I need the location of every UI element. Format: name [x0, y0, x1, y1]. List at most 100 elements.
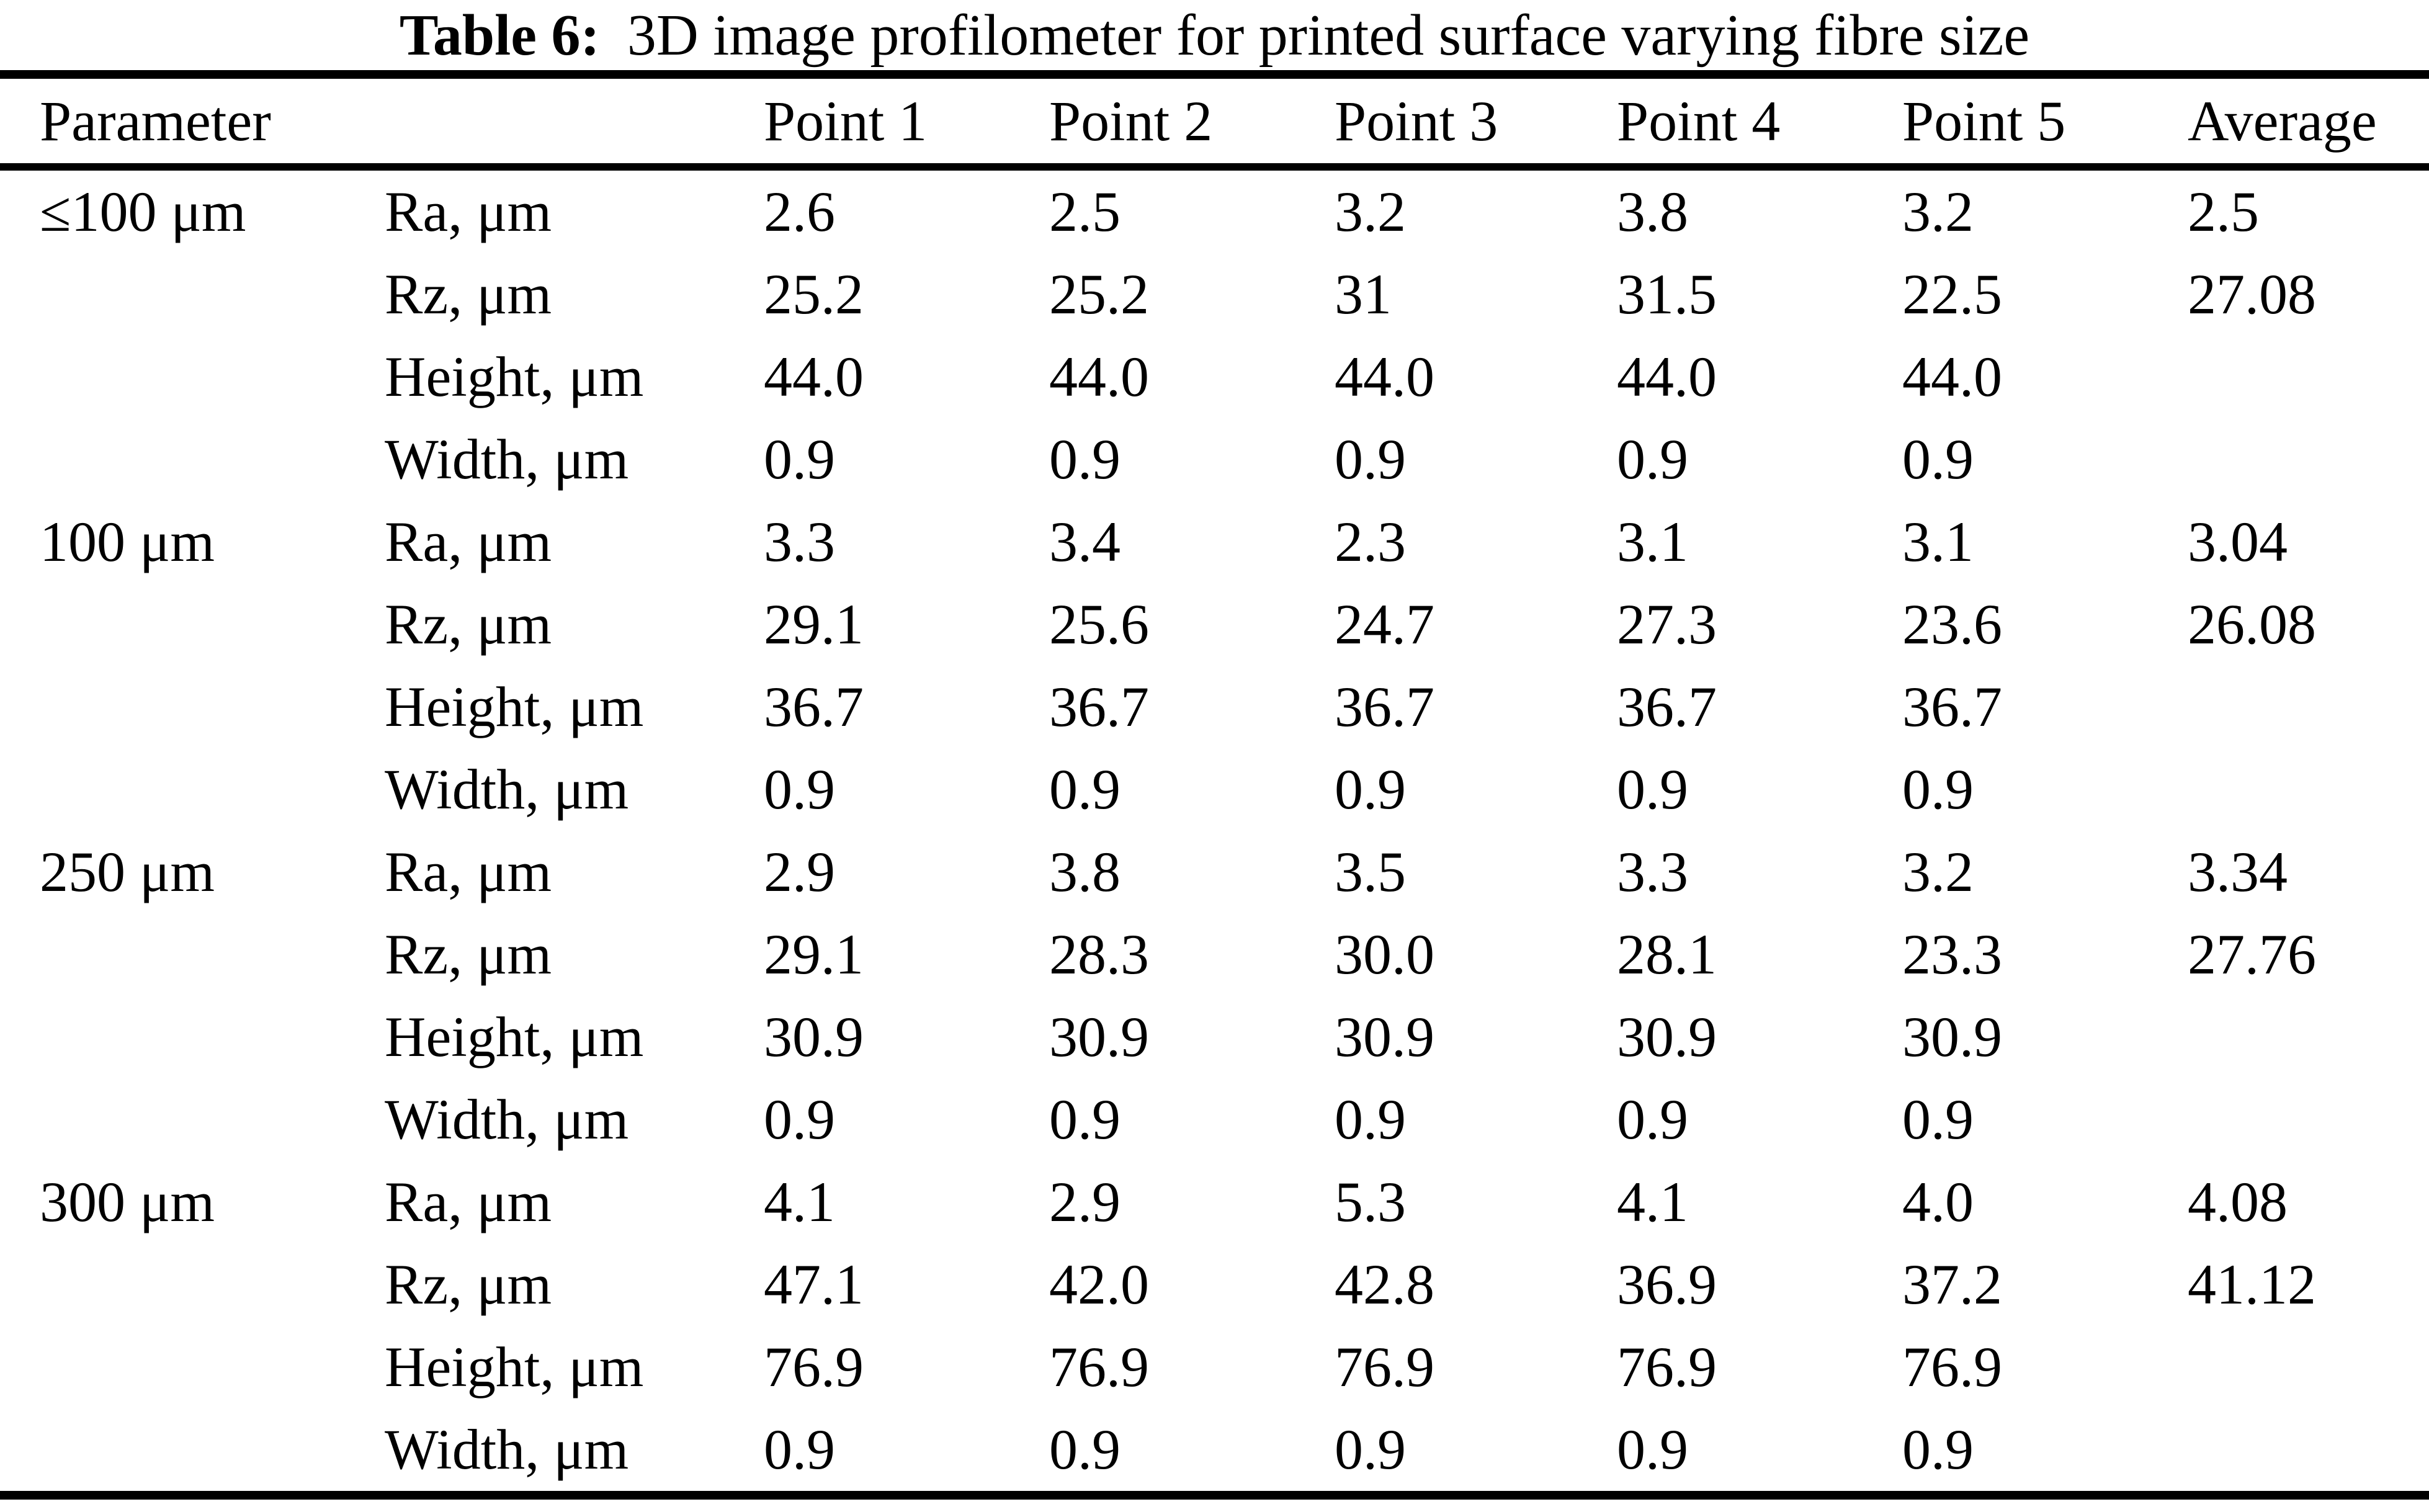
group-size-cell — [0, 1243, 385, 1326]
point-5-value-cell: 37.2 — [1902, 1253, 2002, 1316]
table-row: Height, μm 36.7 36.7 36.7 36.7 36.7 — [0, 666, 2429, 748]
table-row: Width, μm 0.9 0.9 0.9 0.9 0.9 — [0, 1408, 2429, 1495]
average-value-cell: 4.08 — [2188, 1170, 2288, 1233]
point-1-value-cell: 25.2 — [764, 262, 864, 326]
group-size-cell — [0, 748, 385, 831]
point-2-value-cell: 30.9 — [1049, 1005, 1149, 1068]
parameter-cell: Ra, μm — [385, 840, 552, 903]
point-3-value-cell: 24.7 — [1335, 593, 1434, 656]
group-size-cell — [0, 1326, 385, 1408]
average-value-cell — [2188, 1078, 2429, 1161]
group-size-cell — [0, 913, 385, 996]
point-4-value-cell: 0.9 — [1617, 1088, 1688, 1151]
point-1-value-cell: 76.9 — [764, 1335, 864, 1398]
point-3-value-cell: 30.9 — [1335, 1005, 1434, 1068]
point-1-value-cell: 30.9 — [764, 1005, 864, 1068]
table-row: Height, μm 30.9 30.9 30.9 30.9 30.9 — [0, 996, 2429, 1078]
point-2-value-cell: 0.9 — [1049, 758, 1121, 821]
group-size-cell: 250 μm — [40, 840, 215, 903]
header-point-3: Point 3 — [1335, 74, 1617, 171]
point-3-value-cell: 5.3 — [1335, 1170, 1406, 1233]
point-3-value-cell: 30.0 — [1335, 923, 1434, 986]
point-3-value-cell: 3.5 — [1335, 840, 1406, 903]
parameter-cell: Height, μm — [385, 345, 644, 408]
parameter-cell: Ra, μm — [385, 1170, 552, 1233]
point-5-value-cell: 23.6 — [1902, 593, 2002, 656]
point-5-value-cell: 30.9 — [1902, 1005, 2002, 1068]
point-3-value-cell: 31 — [1335, 262, 1392, 326]
point-3-value-cell: 2.3 — [1335, 510, 1406, 573]
table-caption-label: Table 6: — [399, 2, 600, 68]
average-value-cell: 27.08 — [2188, 262, 2316, 326]
average-value-cell — [2188, 1408, 2429, 1495]
group-size-cell — [0, 666, 385, 748]
point-3-value-cell: 76.9 — [1335, 1335, 1434, 1398]
point-5-value-cell: 3.2 — [1902, 840, 1974, 903]
parameter-cell: Rz, μm — [385, 923, 552, 986]
parameter-cell: Width, μm — [385, 427, 629, 491]
point-5-value-cell: 3.2 — [1902, 180, 1974, 243]
table-caption: Table 6: 3D image profilometer for print… — [0, 0, 2429, 70]
group-size-cell — [0, 418, 385, 501]
point-4-value-cell: 0.9 — [1617, 1418, 1688, 1481]
average-value-cell: 41.12 — [2188, 1253, 2316, 1316]
point-5-value-cell: 0.9 — [1902, 758, 1974, 821]
point-4-value-cell: 4.1 — [1617, 1170, 1688, 1233]
point-5-value-cell: 4.0 — [1902, 1170, 1974, 1233]
point-5-value-cell: 0.9 — [1902, 427, 1974, 491]
point-4-value-cell: 3.8 — [1617, 180, 1688, 243]
point-1-value-cell: 4.1 — [764, 1170, 835, 1233]
point-4-value-cell: 31.5 — [1617, 262, 1717, 326]
header-point-5: Point 5 — [1902, 74, 2188, 171]
group-size-cell — [0, 1408, 385, 1495]
group-size-cell — [0, 583, 385, 666]
table-row: Width, μm 0.9 0.9 0.9 0.9 0.9 — [0, 748, 2429, 831]
point-3-value-cell: 0.9 — [1335, 758, 1406, 821]
point-1-value-cell: 2.6 — [764, 180, 835, 243]
table-row: 100 μm Ra, μm 3.3 3.4 2.3 3.1 3.1 3.04 — [0, 501, 2429, 583]
average-value-cell: 27.76 — [2188, 923, 2316, 986]
point-5-value-cell: 23.3 — [1902, 923, 2002, 986]
point-1-value-cell: 2.9 — [764, 840, 835, 903]
table-row: Rz, μm 47.1 42.0 42.8 36.9 37.2 41.12 — [0, 1243, 2429, 1326]
average-value-cell — [2188, 666, 2429, 748]
point-2-value-cell: 42.0 — [1049, 1253, 1149, 1316]
table-row: ≤100 μm Ra, μm 2.6 2.5 3.2 3.8 3.2 2.5 — [0, 167, 2429, 253]
group-size-cell: 100 μm — [40, 510, 215, 573]
point-2-value-cell: 25.6 — [1049, 593, 1149, 656]
profilometer-table: Parameter Point 1 Point 2 Point 3 Point … — [0, 70, 2429, 1500]
point-1-value-cell: 3.3 — [764, 510, 835, 573]
point-3-value-cell: 0.9 — [1335, 1418, 1406, 1481]
parameter-cell: Ra, μm — [385, 510, 552, 573]
point-4-value-cell: 0.9 — [1617, 427, 1688, 491]
point-4-value-cell: 36.9 — [1617, 1253, 1717, 1316]
average-value-cell — [2188, 336, 2429, 418]
point-4-value-cell: 44.0 — [1617, 345, 1717, 408]
point-4-value-cell: 0.9 — [1617, 758, 1688, 821]
point-1-value-cell: 44.0 — [764, 345, 864, 408]
point-3-value-cell: 0.9 — [1335, 1088, 1406, 1151]
header-row: Parameter Point 1 Point 2 Point 3 Point … — [0, 74, 2429, 171]
point-2-value-cell: 3.4 — [1049, 510, 1121, 573]
point-5-value-cell: 76.9 — [1902, 1335, 2002, 1398]
header-average: Average — [2188, 74, 2429, 171]
average-value-cell: 3.04 — [2188, 510, 2288, 573]
point-5-value-cell: 44.0 — [1902, 345, 2002, 408]
point-2-value-cell: 3.8 — [1049, 840, 1121, 903]
group-size-cell — [0, 253, 385, 336]
average-value-cell — [2188, 418, 2429, 501]
point-1-value-cell: 0.9 — [764, 1088, 835, 1151]
table-body: ≤100 μm Ra, μm 2.6 2.5 3.2 3.8 3.2 2.5 Rz, μm 25.… — [0, 167, 2429, 1495]
point-4-value-cell: 30.9 — [1617, 1005, 1717, 1068]
parameter-cell: Rz, μm — [385, 1253, 552, 1316]
point-3-value-cell: 36.7 — [1335, 675, 1434, 738]
parameter-cell: Ra, μm — [385, 180, 552, 243]
table-row: Rz, μm 29.1 25.6 24.7 27.3 23.6 26.08 — [0, 583, 2429, 666]
average-value-cell: 2.5 — [2188, 180, 2259, 243]
parameter-cell: Width, μm — [385, 1088, 629, 1151]
point-2-value-cell: 44.0 — [1049, 345, 1149, 408]
point-4-value-cell: 27.3 — [1617, 593, 1717, 656]
parameter-cell: Height, μm — [385, 1335, 644, 1398]
parameter-cell: Width, μm — [385, 758, 629, 821]
